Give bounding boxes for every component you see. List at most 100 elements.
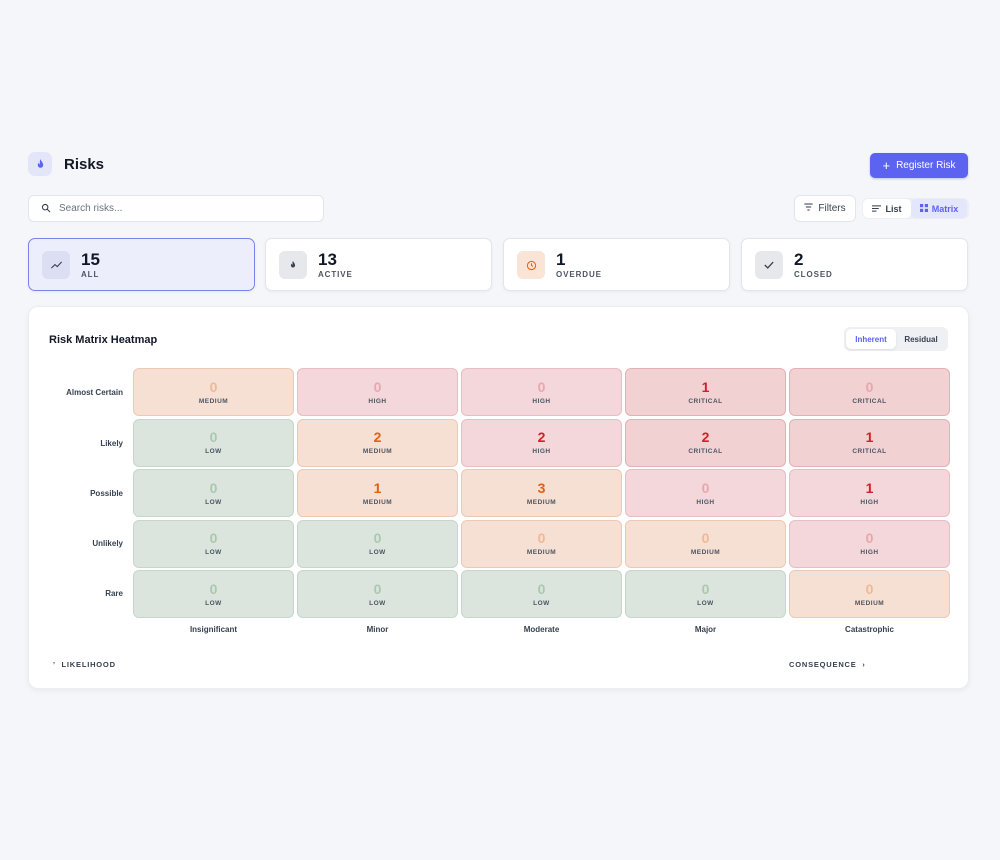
likelihood-label: Possible <box>90 489 123 498</box>
list-icon <box>872 204 882 214</box>
cell-level: MEDIUM <box>690 549 721 556</box>
stat-card-active[interactable]: 13 ACTIVE <box>265 238 492 291</box>
cell-count: 1 <box>373 479 382 496</box>
register-risk-button[interactable]: + Register Risk <box>870 153 968 178</box>
matrix-cell[interactable]: 3 MEDIUM <box>461 469 622 517</box>
cell-count: 2 <box>537 429 546 445</box>
matrix-cell[interactable]: 0 LOW <box>133 418 294 467</box>
cell-level: MEDIUM <box>198 397 229 405</box>
matrix-cell[interactable]: 0 LOW <box>297 519 458 568</box>
cell-count: 0 <box>701 530 710 546</box>
matrix-cell[interactable]: 0 LOW <box>133 519 294 568</box>
matrix-cell[interactable]: 0 LOW <box>625 570 786 618</box>
cell-level: HIGH <box>696 498 715 506</box>
cell-count: 0 <box>537 530 546 546</box>
matrix-cell[interactable]: 2 HIGH <box>461 418 622 467</box>
matrix-cell[interactable]: 0 MEDIUM <box>625 519 786 568</box>
view-matrix-button[interactable]: Matrix <box>911 199 967 218</box>
flame-icon <box>279 251 307 279</box>
matrix-cell[interactable]: 0 MEDIUM <box>133 368 294 416</box>
matrix-cell[interactable]: 0 HIGH <box>789 519 950 568</box>
mode-inherent-button[interactable]: Inherent <box>846 329 896 349</box>
likelihood-axis: ’ LIKELIHOOD <box>53 660 116 669</box>
stat-card-all[interactable]: 15 ALL <box>28 238 255 291</box>
matrix-cell[interactable]: 0 HIGH <box>625 469 786 517</box>
likelihood-label: Almost Certain <box>66 388 123 397</box>
cell-level: HIGH <box>860 549 879 556</box>
cell-level: LOW <box>205 549 222 556</box>
stat-card-overdue[interactable]: 1 OVERDUE <box>503 238 730 291</box>
consequence-axis: CONSEQUENCE › <box>789 660 865 669</box>
cell-count: 0 <box>209 530 218 546</box>
search-input[interactable] <box>59 203 299 214</box>
filters-button[interactable]: Filters <box>794 195 856 222</box>
matrix-cell[interactable]: 1 CRITICAL <box>625 368 786 416</box>
matrix-cell[interactable]: 2 MEDIUM <box>297 418 458 467</box>
cell-level: CRITICAL <box>688 397 723 405</box>
likelihood-label: Unlikely <box>92 539 123 548</box>
cell-level: LOW <box>369 549 386 556</box>
consequence-label: Moderate <box>523 625 560 634</box>
mode-residual-button[interactable]: Residual <box>904 334 938 344</box>
stat-label: ALL <box>81 270 100 279</box>
matrix-cell[interactable]: 0 HIGH <box>297 368 458 416</box>
cell-level: HIGH <box>860 498 879 506</box>
cell-count: 0 <box>373 378 382 395</box>
matrix-cell[interactable]: 0 LOW <box>297 570 458 618</box>
page-header: Risks + Register Risk <box>28 152 968 180</box>
stat-value: 1 <box>556 250 566 269</box>
stats-row: 15 ALL 13 ACTIVE 1 OVERDUE 2 CLOSED <box>28 238 969 291</box>
matrix-cell[interactable]: 0 MEDIUM <box>789 570 950 618</box>
consequence-label: Insignificant <box>189 625 238 634</box>
cell-count: 1 <box>701 378 710 395</box>
likelihood-axis-label: LIKELIHOOD <box>61 660 116 669</box>
stat-card-closed[interactable]: 2 CLOSED <box>741 238 968 291</box>
consequence-label: Major <box>694 625 717 634</box>
cell-level: LOW <box>369 599 386 607</box>
cell-count: 1 <box>865 429 874 445</box>
cell-count: 0 <box>865 378 874 395</box>
cell-count: 0 <box>209 378 218 395</box>
stat-label: OVERDUE <box>556 270 602 279</box>
cell-level: MEDIUM <box>854 599 885 607</box>
view-list-label: List <box>885 203 902 214</box>
matrix-cell[interactable]: 1 HIGH <box>789 469 950 517</box>
trend-icon <box>42 251 70 279</box>
cell-level: LOW <box>533 599 550 607</box>
cell-level: HIGH <box>532 397 551 405</box>
matrix-cell[interactable]: 2 CRITICAL <box>625 418 786 467</box>
view-list-button[interactable]: List <box>863 199 911 218</box>
cell-count: 0 <box>537 378 546 395</box>
cell-count: 2 <box>373 429 382 445</box>
matrix-cell[interactable]: 0 CRITICAL <box>789 368 950 416</box>
stat-value: 13 <box>318 250 337 269</box>
view-toggle: List Matrix <box>862 198 969 219</box>
search-icon <box>41 200 51 218</box>
stat-value: 2 <box>794 250 804 269</box>
cell-count: 0 <box>701 580 710 597</box>
cell-count: 0 <box>209 479 218 496</box>
search-box[interactable] <box>28 195 324 222</box>
risk-matrix-panel: Risk Matrix Heatmap Inherent Residual Al… <box>28 306 969 689</box>
cell-count: 3 <box>537 479 546 496</box>
arrow-up-icon: ’ <box>53 662 56 669</box>
cell-count: 2 <box>701 429 710 445</box>
matrix-cell[interactable]: 0 LOW <box>461 570 622 618</box>
cell-count: 0 <box>373 580 382 597</box>
plus-icon: + <box>882 158 891 173</box>
stat-label: ACTIVE <box>318 270 353 279</box>
cell-count: 0 <box>209 580 218 597</box>
cell-count: 0 <box>865 580 874 597</box>
cell-count: 0 <box>537 580 546 597</box>
matrix-cell[interactable]: 0 LOW <box>133 570 294 618</box>
matrix-cell[interactable]: 1 MEDIUM <box>297 469 458 517</box>
flame-icon <box>28 152 52 176</box>
panel-title: Risk Matrix Heatmap <box>49 334 158 346</box>
matrix-cell[interactable]: 0 LOW <box>133 469 294 517</box>
matrix-cell[interactable]: 0 MEDIUM <box>461 519 622 568</box>
cell-count: 0 <box>373 530 382 546</box>
matrix-cell[interactable]: 0 HIGH <box>461 368 622 416</box>
consequence-label: Catastrophic <box>845 625 894 634</box>
matrix-cell[interactable]: 1 CRITICAL <box>789 418 950 467</box>
cell-level: HIGH <box>368 397 387 405</box>
